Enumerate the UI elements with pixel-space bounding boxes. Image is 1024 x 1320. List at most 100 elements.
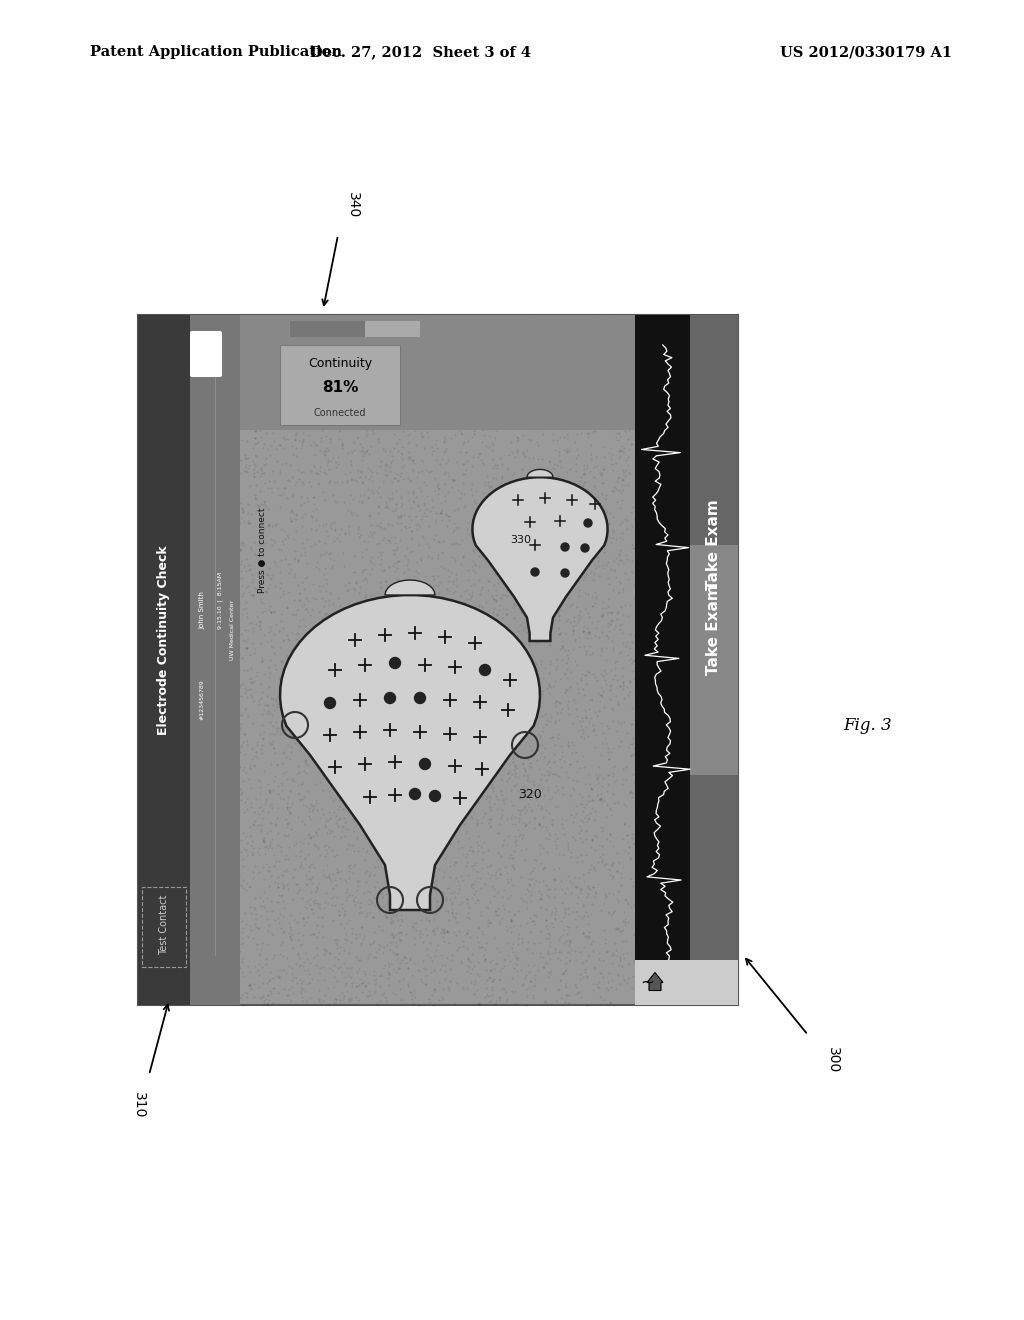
Point <box>372 676 388 697</box>
Point <box>490 486 507 507</box>
Point <box>634 434 650 455</box>
Point <box>525 987 542 1008</box>
Point <box>223 814 240 836</box>
Point <box>633 506 649 527</box>
Point <box>298 413 314 434</box>
Point <box>269 965 286 986</box>
Point <box>431 612 447 634</box>
Point <box>275 630 292 651</box>
Point <box>554 814 570 836</box>
Point <box>496 479 512 500</box>
Point <box>633 333 649 354</box>
Point <box>558 953 574 974</box>
Point <box>601 883 617 904</box>
Point <box>452 717 468 738</box>
Point <box>449 698 465 719</box>
Point <box>316 620 333 642</box>
Point <box>318 631 335 652</box>
Point <box>613 623 630 644</box>
Point <box>568 742 585 763</box>
Point <box>668 834 684 855</box>
Point <box>244 378 260 399</box>
Point <box>651 422 668 444</box>
Point <box>326 652 342 673</box>
Point <box>427 685 443 706</box>
Point <box>238 317 254 338</box>
Point <box>550 779 566 800</box>
Point <box>464 395 480 416</box>
Point <box>264 738 281 759</box>
Point <box>393 486 410 507</box>
Point <box>466 686 482 708</box>
Point <box>347 667 364 688</box>
Point <box>510 694 526 715</box>
Point <box>464 455 480 477</box>
Point <box>342 484 358 506</box>
Point <box>564 770 581 791</box>
Point <box>476 510 493 531</box>
Point <box>391 529 408 550</box>
Point <box>580 661 596 682</box>
Point <box>220 318 237 339</box>
Point <box>587 737 603 758</box>
Point <box>550 520 566 541</box>
Point <box>644 705 660 726</box>
Point <box>632 743 648 764</box>
Point <box>526 807 543 828</box>
Point <box>580 861 596 882</box>
Point <box>204 395 220 416</box>
Point <box>426 958 442 979</box>
Point <box>560 832 577 853</box>
Point <box>539 677 555 698</box>
Point <box>520 408 537 429</box>
Point <box>444 906 461 927</box>
Point <box>531 631 548 652</box>
Point <box>195 803 211 824</box>
Point <box>415 733 431 754</box>
Point <box>573 793 590 814</box>
Point <box>581 876 597 898</box>
Point <box>450 678 466 700</box>
Point <box>446 533 463 554</box>
Point <box>660 400 677 421</box>
Point <box>421 909 437 931</box>
Point <box>478 634 495 655</box>
Point <box>504 500 520 521</box>
Point <box>186 767 203 788</box>
Point <box>280 327 296 348</box>
Point <box>404 490 421 511</box>
Point <box>209 859 225 880</box>
Point <box>519 793 536 814</box>
Point <box>409 626 425 647</box>
Point <box>461 737 477 758</box>
Point <box>369 462 385 483</box>
Point <box>504 804 520 825</box>
Point <box>321 449 337 470</box>
Point <box>387 833 403 854</box>
Point <box>357 585 374 606</box>
Point <box>207 561 223 582</box>
Point <box>419 545 435 566</box>
Point <box>497 682 513 704</box>
Point <box>639 921 655 942</box>
Point <box>336 904 352 925</box>
Point <box>468 511 484 532</box>
Point <box>400 312 417 333</box>
Point <box>404 915 421 936</box>
Point <box>229 638 246 659</box>
Point <box>618 449 635 470</box>
Point <box>344 470 360 491</box>
Point <box>367 602 383 623</box>
Point <box>603 742 620 763</box>
Point <box>659 693 676 714</box>
Point <box>548 838 564 859</box>
Point <box>395 587 412 609</box>
Point <box>439 810 456 832</box>
Point <box>228 550 245 572</box>
Point <box>436 411 453 432</box>
Point <box>331 524 347 545</box>
Point <box>460 865 476 886</box>
Point <box>601 512 617 533</box>
Point <box>566 830 583 851</box>
Point <box>437 438 454 459</box>
